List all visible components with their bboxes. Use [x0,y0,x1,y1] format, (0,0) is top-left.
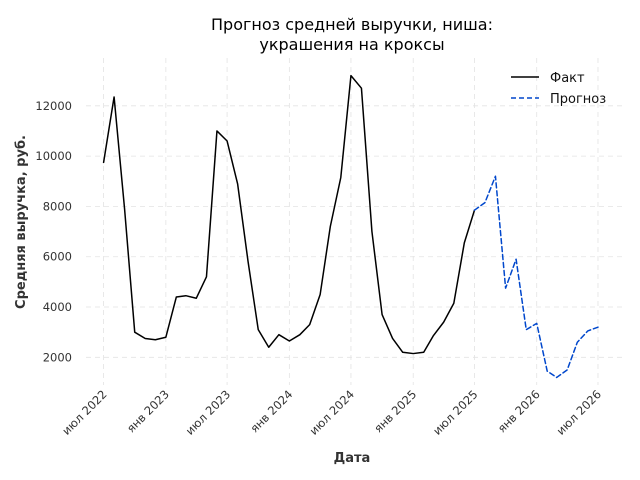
x-tick-label: июл 2025 [430,387,481,438]
x-axis-label: Дата [334,451,371,466]
y-tick-label: 2000 [43,350,72,364]
series-line-fact [102,74,476,355]
y-tick-label: 12000 [35,99,72,113]
x-tick-label: июл 2022 [59,387,110,438]
y-axis-label: Средняя выручка, руб. [14,135,29,309]
legend-label-fact: Факт [550,71,585,86]
legend-label-forecast: Прогноз [550,92,606,107]
x-tick-label: июл 2026 [554,387,605,438]
chart-title-line-1: Прогноз средней выручки, ниша: [211,15,493,34]
x-tick-label: янв 2024 [247,387,295,435]
x-axis-ticks: июл 2022 янв 2023 июл 2023 янв 2024 июл 2024… [59,387,604,438]
x-tick-label: янв 2023 [124,387,172,435]
y-axis-ticks: 2000 4000 6000 8000 10000 12000 [35,99,72,365]
y-tick-label: 6000 [43,250,72,264]
x-tick-label: янв 2026 [495,387,543,435]
y-tick-label: 4000 [43,300,72,314]
y-tick-label: 10000 [35,149,72,163]
x-tick-label: июл 2024 [307,387,358,438]
x-tick-label: янв 2025 [371,387,419,435]
x-tick-label: июл 2023 [183,387,234,438]
grid [86,58,622,385]
series-line-forecast [473,175,599,379]
legend: Факт Прогноз [511,71,606,107]
chart-title-line-2: украшения на кроксы [259,35,444,54]
y-tick-label: 8000 [43,199,72,213]
series-lines [102,74,599,379]
